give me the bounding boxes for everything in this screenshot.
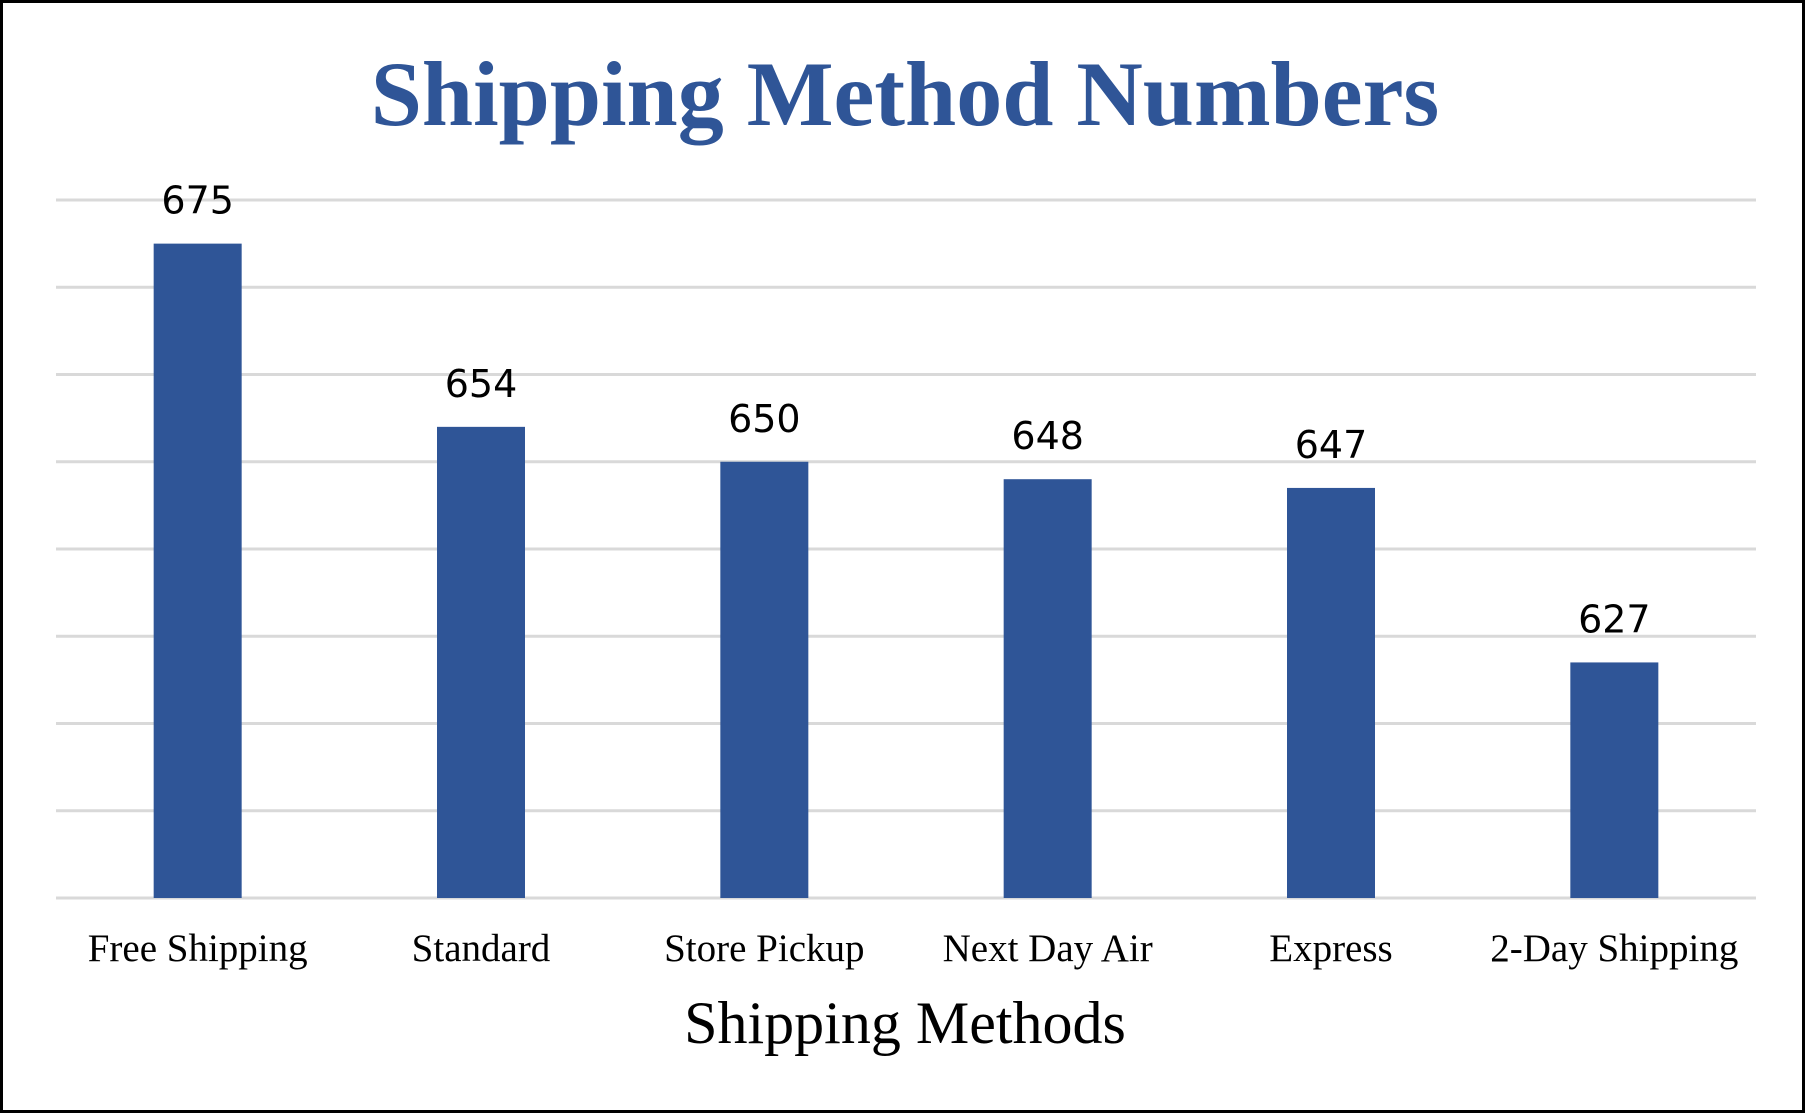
- data-label: 647: [1295, 423, 1368, 467]
- category-label: Store Pickup: [664, 927, 864, 970]
- category-label: Free Shipping: [88, 927, 308, 970]
- data-label: 650: [728, 397, 801, 441]
- category-label: Standard: [412, 927, 551, 970]
- bars: [153, 243, 1659, 898]
- bar: [153, 243, 242, 898]
- category-label: 2-Day Shipping: [1490, 927, 1738, 970]
- gridlines: [56, 198, 1756, 900]
- bar: [1003, 479, 1092, 898]
- data-label: 648: [1011, 414, 1084, 458]
- data-label: 627: [1578, 597, 1651, 641]
- data-labels: 675 654 650 648 647 627: [161, 179, 1650, 642]
- x-axis-title: Shipping Methods: [684, 990, 1126, 1056]
- bar: [720, 461, 809, 898]
- data-label: 654: [445, 362, 518, 406]
- category-labels: Free Shipping Standard Store Pickup Next Da…: [88, 927, 1739, 970]
- bar: [437, 426, 525, 898]
- category-label: Express: [1269, 927, 1392, 970]
- chart-title: Shipping Method Numbers: [371, 43, 1439, 145]
- bar: [1570, 662, 1659, 898]
- bar: [1287, 487, 1375, 898]
- category-label: Next Day Air: [943, 927, 1153, 970]
- data-label: 675: [161, 179, 234, 223]
